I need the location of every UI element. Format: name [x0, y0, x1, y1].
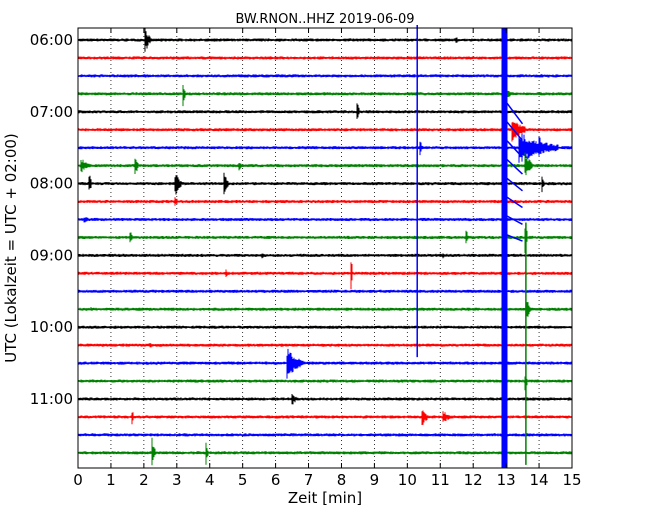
trace-0815 — [77, 197, 573, 206]
x-tick-label: 3 — [172, 471, 182, 489]
x-tick-label: 12 — [464, 471, 483, 489]
trace-0645 — [77, 85, 573, 107]
trace-1015 — [77, 343, 573, 348]
x-tick-label: 1 — [106, 471, 116, 489]
y-tick-label: 06:00 — [30, 31, 73, 49]
tick-layer: 0 1 2 3 4 5 6 7 8 9 10 11 12 13 14 1506:0007:0008:0009:… — [30, 28, 582, 489]
y-tick-label: 08:00 — [30, 175, 73, 193]
plot-frame — [77, 27, 573, 469]
trace-1100 — [77, 394, 573, 405]
trace-1045 — [77, 372, 573, 391]
event-layer — [416, 25, 527, 468]
x-tick-label: 0 — [73, 471, 83, 489]
trace-0615 — [77, 56, 573, 60]
trace-0745 — [77, 152, 573, 176]
x-tick-label: 15 — [562, 471, 581, 489]
trace-0630 — [77, 74, 573, 78]
x-tick-label: 4 — [205, 471, 215, 489]
trace-0800 — [77, 172, 573, 195]
trace-1130 — [77, 433, 573, 437]
x-tick-label: 2 — [139, 471, 149, 489]
y-axis-label: UTC (Lokalzeit = UTC + 02:00) — [2, 133, 20, 363]
x-tick-label: 7 — [304, 471, 314, 489]
x-tick-label: 10 — [398, 471, 417, 489]
trace-0700 — [77, 103, 573, 119]
x-tick-label: 11 — [431, 471, 450, 489]
y-tick-label: 10:00 — [30, 318, 73, 336]
trace-layer — [77, 28, 573, 466]
trace-1145 — [77, 437, 573, 466]
x-tick-label: 9 — [370, 471, 380, 489]
x-tick-label: 14 — [530, 471, 549, 489]
trace-0930 — [77, 289, 573, 293]
trace-1030 — [77, 348, 573, 379]
trace-0730 — [77, 133, 573, 163]
trace-0915 — [77, 262, 573, 290]
y-tick-label: 07:00 — [30, 103, 73, 121]
y-tick-label: 11:00 — [30, 390, 73, 408]
trace-0900 — [77, 253, 573, 259]
y-tick-label: 09:00 — [30, 246, 73, 264]
trace-0600 — [77, 28, 573, 52]
trace-0845 — [77, 228, 573, 254]
trace-1115 — [77, 410, 573, 425]
trace-0830 — [77, 217, 573, 223]
trace-0945 — [77, 302, 573, 317]
chart-title: BW.RNON..HHZ 2019-06-09 — [235, 12, 414, 27]
x-axis-label: Zeit [min] — [288, 489, 362, 507]
strong-event-coda — [503, 99, 524, 242]
strong-event-band — [501, 28, 508, 468]
trace-0715 — [77, 121, 573, 142]
x-tick-label: 6 — [271, 471, 281, 489]
x-tick-label: 13 — [497, 471, 516, 489]
x-tick-label: 5 — [238, 471, 248, 489]
x-tick-label: 8 — [337, 471, 347, 489]
trace-1000 — [77, 325, 573, 329]
